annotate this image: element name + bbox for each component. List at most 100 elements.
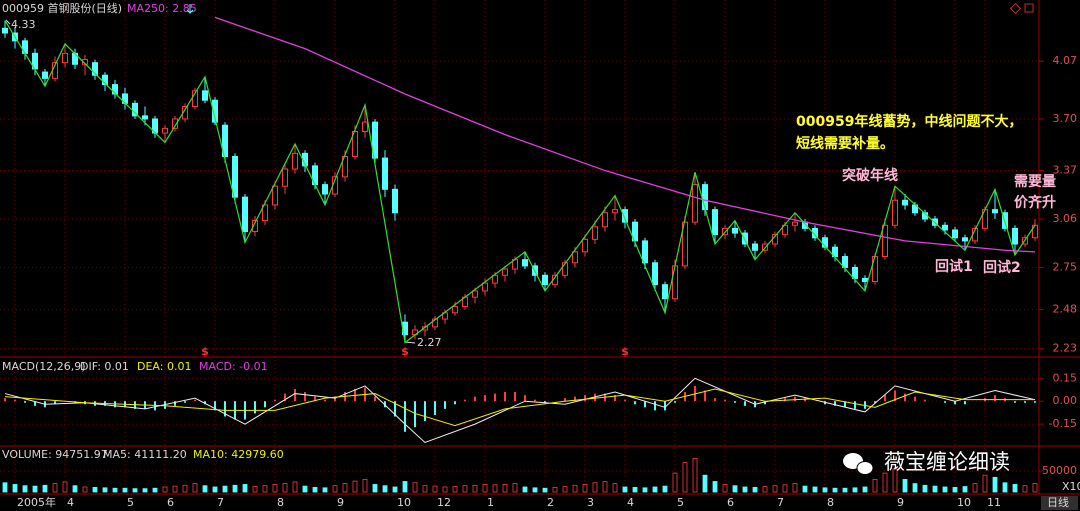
y-tick-label: 0.00 bbox=[1053, 394, 1078, 407]
volume-bar bbox=[592, 482, 598, 493]
x-tick-label: 7 bbox=[777, 496, 784, 509]
volume-bar bbox=[612, 483, 618, 493]
volume-bar bbox=[192, 483, 198, 493]
volume-bar bbox=[22, 485, 28, 493]
y-tick-label: 3.06 bbox=[1053, 212, 1078, 225]
volume-bar bbox=[342, 483, 348, 493]
volume-bar bbox=[572, 484, 578, 493]
candle-body bbox=[792, 221, 798, 226]
candle-body bbox=[172, 118, 178, 129]
volume-bar bbox=[932, 485, 938, 493]
volume-bar bbox=[282, 483, 288, 493]
volume-bar bbox=[782, 484, 788, 493]
candle-body bbox=[272, 185, 278, 206]
volume-bar bbox=[742, 486, 748, 493]
note: 000959年线蓄势，中线问题不大， bbox=[796, 113, 1022, 130]
y-tick-label: 4.07 bbox=[1053, 54, 1078, 67]
volume-bar bbox=[32, 485, 38, 493]
volume-bar bbox=[532, 487, 538, 493]
y-tick-label: -0.15 bbox=[1049, 417, 1077, 430]
candle-body bbox=[292, 152, 298, 170]
pointer bbox=[404, 341, 416, 344]
candle-body bbox=[242, 196, 248, 233]
candle-body bbox=[602, 212, 608, 228]
candle-body bbox=[682, 221, 688, 267]
candle-body bbox=[892, 199, 898, 226]
volume-bar bbox=[792, 483, 798, 493]
candle-body bbox=[752, 243, 758, 251]
volume-bar bbox=[462, 485, 468, 493]
line bbox=[4, 377, 1036, 444]
candle-body bbox=[672, 265, 678, 300]
candle-body bbox=[962, 237, 968, 242]
candle-body bbox=[452, 306, 458, 314]
volume-bar bbox=[292, 481, 298, 493]
macd-header: MACD(12,26,9) bbox=[2, 360, 86, 373]
volume-bar bbox=[312, 486, 318, 493]
window-icon[interactable] bbox=[1009, 2, 1022, 15]
note: 价齐升 bbox=[1014, 194, 1056, 211]
macd-header: DIF: 0.01 bbox=[80, 360, 129, 373]
volume-bar bbox=[202, 485, 208, 493]
volume-bar bbox=[242, 484, 248, 493]
x-tick-label: 5 bbox=[677, 496, 684, 509]
candle-body bbox=[252, 220, 258, 233]
y-tick-label: 2.75 bbox=[1053, 260, 1078, 273]
volume-bar bbox=[72, 485, 78, 493]
candle-body bbox=[2, 27, 8, 34]
candle-body bbox=[662, 284, 668, 300]
note: 回试2 bbox=[983, 259, 1021, 276]
x-tick-label: 10 bbox=[957, 496, 971, 509]
volume-bar bbox=[502, 484, 508, 493]
volume-bar bbox=[482, 484, 488, 493]
volume-bar bbox=[712, 481, 718, 493]
volume-bar bbox=[322, 487, 328, 493]
volume-bar bbox=[272, 484, 278, 493]
wechat-icon bbox=[856, 461, 874, 475]
volume-bar bbox=[692, 457, 698, 493]
note: 突破年线 bbox=[842, 167, 898, 184]
volume-bar bbox=[522, 486, 528, 493]
volume-bar bbox=[52, 483, 58, 493]
candle-body bbox=[382, 157, 388, 190]
volume-bar bbox=[102, 487, 108, 493]
volume-bar bbox=[212, 486, 218, 493]
candle-body bbox=[262, 204, 268, 222]
volume-bar bbox=[442, 486, 448, 493]
volume-bar bbox=[732, 485, 738, 493]
y-tick-label: 3.37 bbox=[1053, 164, 1078, 177]
volume-bar bbox=[452, 486, 458, 493]
period-box[interactable] bbox=[1041, 496, 1078, 510]
candle-body bbox=[742, 232, 748, 245]
volume-bar bbox=[1012, 484, 1018, 493]
candle-body bbox=[232, 155, 238, 198]
volume-bar bbox=[222, 485, 228, 493]
volume-bar bbox=[172, 485, 178, 493]
window-icon[interactable] bbox=[1024, 3, 1034, 13]
x-tick-label: 6 bbox=[727, 496, 734, 509]
candle-body bbox=[1012, 227, 1018, 245]
volume-bar bbox=[752, 486, 758, 493]
candle-body bbox=[842, 256, 848, 268]
candle-body bbox=[192, 90, 198, 107]
volume-bar bbox=[112, 487, 118, 493]
candle-body bbox=[142, 115, 148, 120]
x-tick-label: 9 bbox=[337, 496, 344, 509]
volume-bar bbox=[142, 488, 148, 493]
note: 需要量 bbox=[1014, 173, 1056, 190]
volume-bar bbox=[992, 476, 998, 493]
volume-bar bbox=[372, 484, 378, 493]
signal: $ bbox=[401, 345, 409, 358]
volume-bar bbox=[1032, 483, 1038, 493]
period-label[interactable]: 日线 bbox=[1047, 495, 1069, 509]
volume-bar bbox=[182, 484, 188, 493]
volume-bar bbox=[702, 474, 708, 493]
x-tick-label: 11 bbox=[987, 496, 1001, 509]
volume-bar bbox=[622, 486, 628, 493]
volume-bar bbox=[412, 482, 418, 493]
candle-body bbox=[942, 224, 948, 231]
volume-bar bbox=[912, 483, 918, 493]
candle-body bbox=[712, 209, 718, 236]
volume-bar bbox=[842, 487, 848, 493]
